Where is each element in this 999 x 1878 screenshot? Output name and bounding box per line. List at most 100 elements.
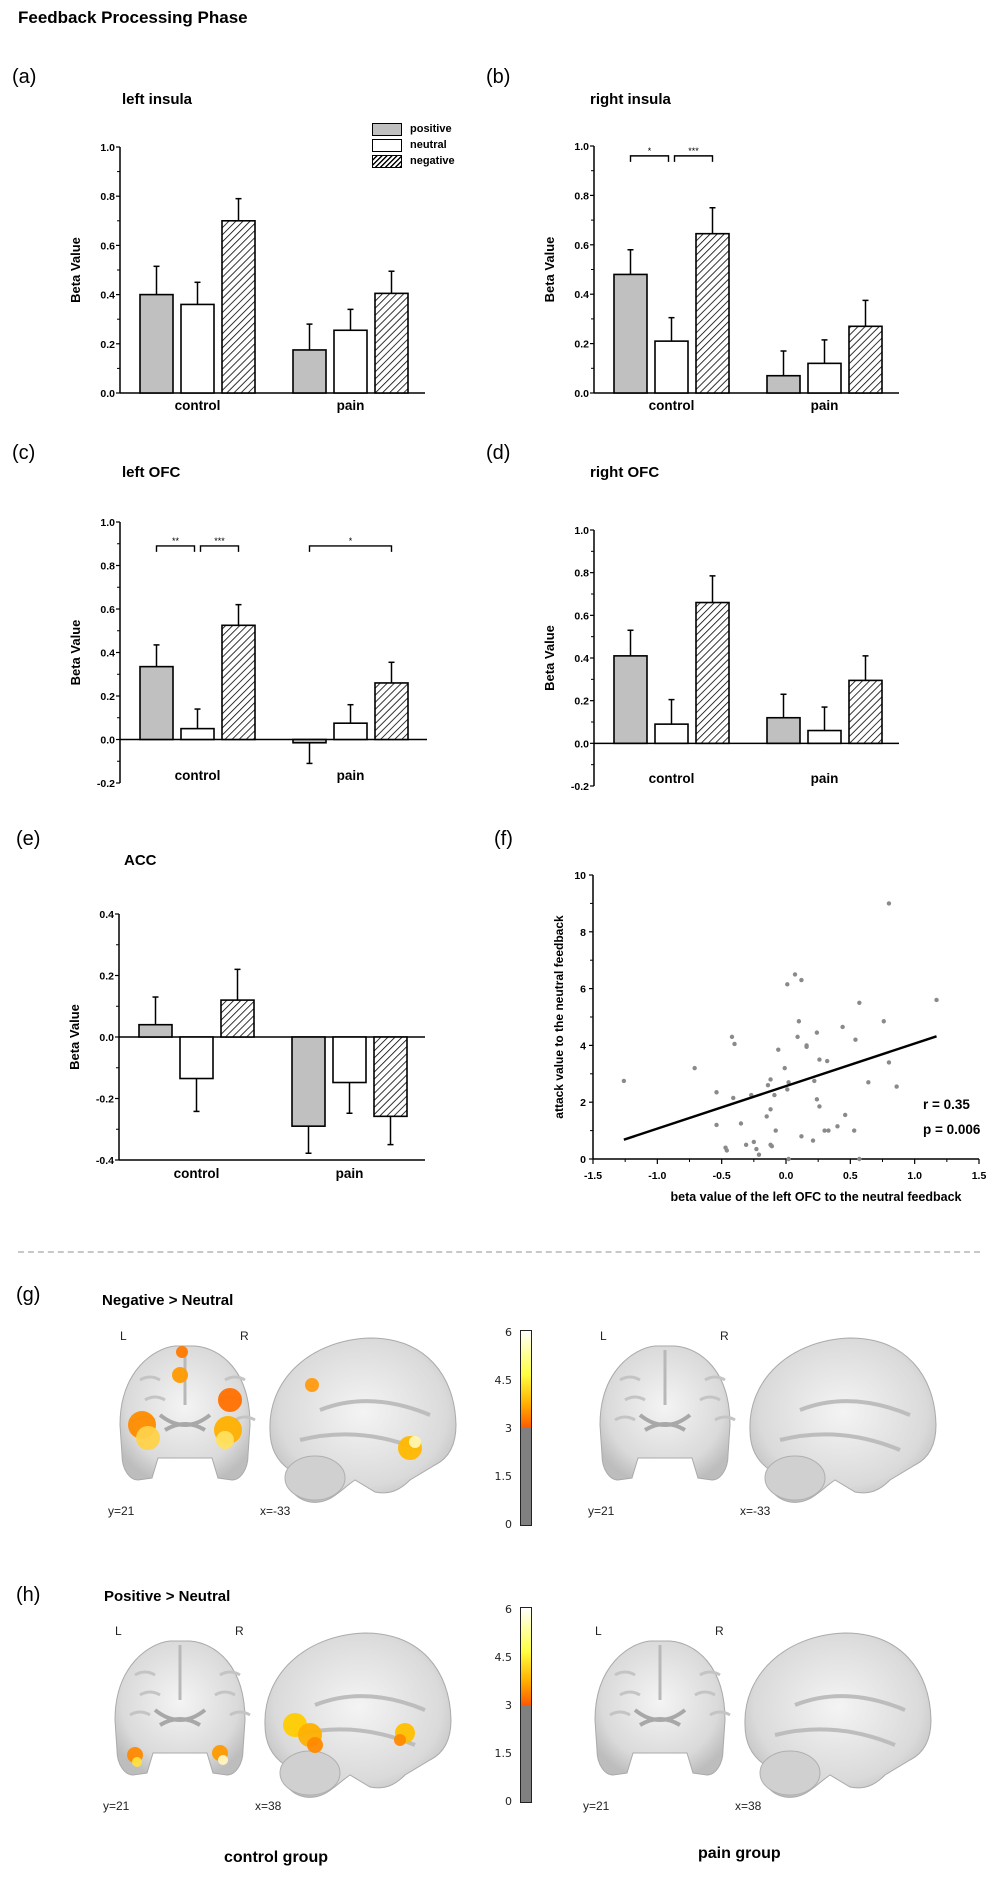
panel-label-b: (b) [486,66,511,88]
activation-cluster [216,1431,234,1449]
y-tick-label: 0.6 [100,240,115,252]
bar-neutral-control [180,727,215,741]
y-tick-label: -0.2 [96,1094,114,1106]
y-tick-label: 0.4 [100,290,115,302]
significance-bracket [199,545,240,552]
significance-label: *** [214,536,225,546]
panel-label-d: (d) [486,442,511,464]
scatter-point [756,1152,762,1157]
sagittal-slice [749,1337,937,1503]
bar-negative-pain [374,682,409,741]
panel-title-d: right OFC [590,464,660,481]
panel-title-e: ACC [124,852,157,869]
scatter-point [732,1041,737,1047]
legend-swatch-neutral [372,138,402,152]
coronal-brain-outline [114,1640,246,1776]
left-hemisphere-label: L [120,1329,127,1343]
x-tick-label: -0.5 [713,1170,731,1182]
activation-cluster [305,1378,319,1392]
scatter-point [724,1148,730,1153]
scatter-point [812,1078,817,1084]
activation-cluster [172,1367,188,1383]
bar-positive-control [139,665,174,741]
bar-neutral-pain [807,729,842,745]
bar-positive-pain [766,374,801,394]
x-category-label: pain [337,768,365,783]
bar-negative-pain [373,1036,408,1118]
y-tick-label: 0.0 [100,735,115,747]
legend: positive neutral negative [372,121,482,169]
y-tick-label: 0.6 [574,610,589,622]
colorbar-g: 6 4.5 3 1.5 0 [480,1326,540,1532]
scatter-point [857,1156,862,1162]
scatter-chart-ofc-attack: 0 2 4 6 8 10 -1.5 -1.0 -0.5 0.0 0.5 1.0 1.5 beta valu… [552,870,986,1204]
y-tick-label: -0.2 [97,778,115,790]
coronal-slice [599,1345,736,1481]
scatter-point [714,1090,719,1095]
activation-cluster [307,1737,323,1753]
scatter-point [714,1122,719,1128]
y-tick-label: 0.8 [100,561,115,573]
scatter-point [814,1097,820,1102]
panel-label-g: (g) [16,1284,41,1306]
brain-slices-h-pain: L Ry=21 x=38 [583,1624,932,1813]
sagittal-slice [264,1632,452,1798]
x-tick-label: 1.0 [907,1170,922,1182]
x-tick-label: 0.5 [843,1170,858,1182]
scatter-point [743,1142,749,1147]
coronal-slice [114,1640,251,1776]
right-hemisphere-label: R [240,1329,249,1343]
y-tick-label: 0.2 [100,691,115,703]
sulcus [709,1710,731,1717]
scatter-point [768,1107,773,1112]
bar-chart-left-ofc: -0.2 0.0 0.2 0.4 0.6 0.8 1.0 Beta Value control p… [68,517,427,790]
y-tick-label: 0.2 [574,339,589,351]
x-category-label: pain [336,1166,364,1181]
scatter-point [764,1114,769,1119]
scatter-point [934,997,939,1003]
sulcus [774,1694,906,1747]
bar-neutral-pain [333,329,368,394]
y-tick-label: 1.0 [574,525,589,537]
bar-positive-control [138,1023,173,1038]
colorbar-gradient [520,1607,532,1803]
sulcus [714,1415,736,1422]
y-tick-label: 0 [580,1154,586,1166]
bar-chart-acc: -0.4 -0.2 0.0 0.2 0.4 Beta Value control pain [67,909,425,1181]
y-tick-label: 8 [580,927,586,939]
bar-positive-pain [292,349,327,394]
bar-neutral-control [180,303,215,394]
legend-item-positive: positive [372,121,482,137]
y-axis-label: Beta Value [542,625,557,691]
panel-title-c: left OFC [122,464,181,481]
x-category-label: control [175,398,221,413]
legend-label: positive [410,123,452,135]
figure-title: Feedback Processing Phase [18,8,248,27]
scatter-point [754,1146,759,1152]
brain-slices-g-pain: L Ry=21 x=-33 [588,1329,937,1518]
panel-title-b: right insula [590,91,671,108]
ventricles [153,1708,207,1727]
scatter-point [804,1044,809,1050]
y-tick-label: 0.6 [100,604,115,616]
sagittal-slice [744,1632,932,1798]
sulcus [219,1670,241,1677]
sulcus [129,1710,151,1717]
colorbar-tick-label: 4.5 [494,1374,513,1387]
y-tick-label: 0.4 [100,648,115,660]
scatter-point [731,1095,736,1101]
x-category-label: pain [337,398,365,413]
bar-positive-pain [766,716,801,745]
significance-bracket [673,155,714,162]
contrast-title-h: Positive > Neutral [104,1588,231,1605]
y-tick-label: 0.0 [99,1032,114,1044]
activation-cluster [409,1436,421,1448]
regression-line [623,1035,937,1141]
scatter-point [768,1077,773,1082]
ventricles [158,1413,212,1432]
sulcus [699,1395,721,1402]
scatter-point [776,1047,781,1052]
x-tick-label: -1.0 [648,1170,666,1182]
bar-negative-control [695,601,730,745]
legend-item-neutral: neutral [372,137,482,153]
